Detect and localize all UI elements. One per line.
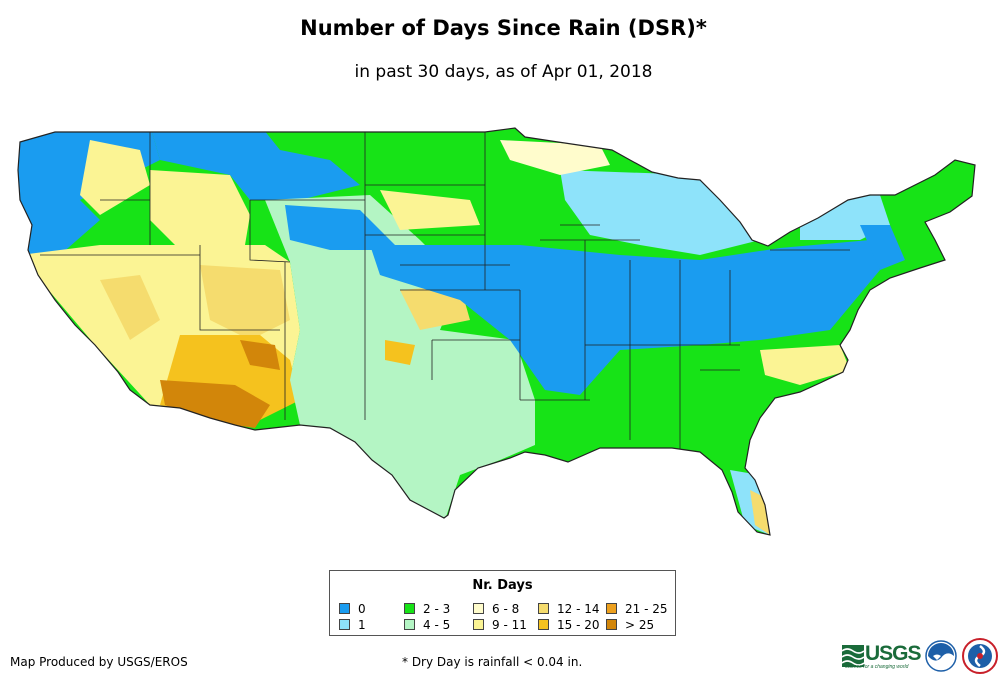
legend-swatch	[404, 603, 415, 614]
legend-title: Nr. Days	[472, 578, 533, 593]
legend-label: > 25	[625, 618, 655, 632]
legend-swatch	[606, 619, 617, 630]
usgs-wave-icon	[842, 645, 864, 667]
legend-item-7: 15 - 20	[538, 619, 600, 633]
noaa-logo-icon	[925, 640, 957, 672]
legend-label: 6 - 8	[492, 602, 520, 616]
credit-text: Map Produced by USGS/EROS	[10, 655, 188, 669]
legend-item-5: 9 - 11	[473, 619, 527, 633]
legend-label: 15 - 20	[557, 618, 600, 632]
legend-label: 12 - 14	[557, 602, 600, 616]
legend-item-1: 1	[339, 619, 366, 633]
legend-item-9: > 25	[606, 619, 654, 633]
legend-label: 9 - 11	[492, 618, 527, 632]
legend-item-6: 12 - 14	[538, 603, 600, 617]
legend-item-2: 2 - 3	[404, 603, 450, 617]
legend-label: 2 - 3	[423, 602, 451, 616]
legend-item-4: 6 - 8	[473, 603, 519, 617]
legend-label: 1	[358, 618, 366, 632]
legend-swatch	[339, 619, 350, 630]
legend-label: 4 - 5	[423, 618, 451, 632]
usgs-tagline: science for a changing world	[845, 664, 909, 670]
legend-label: 0	[358, 602, 366, 616]
legend-swatch	[538, 603, 549, 614]
legend-item-0: 0	[339, 603, 366, 617]
legend-swatch	[606, 603, 617, 614]
legend-item-8: 21 - 25	[606, 603, 668, 617]
nws-logo-icon	[962, 638, 998, 674]
map-subtitle: in past 30 days, as of Apr 01, 2018	[354, 62, 653, 82]
legend-label: 21 - 25	[625, 602, 668, 616]
legend-swatch	[473, 619, 484, 630]
legend-swatch	[339, 603, 350, 614]
legend-swatch	[404, 619, 415, 630]
map-title: Number of Days Since Rain (DSR)*	[300, 16, 707, 40]
legend-swatch	[538, 619, 549, 630]
dsr-map	[17, 127, 976, 536]
footnote-text: * Dry Day is rainfall < 0.04 in.	[402, 655, 583, 669]
legend-item-3: 4 - 5	[404, 619, 450, 633]
legend-swatch	[473, 603, 484, 614]
map-legend: Nr. Days 0 1 2 - 3 4 - 5 6 - 8 9 - 11 12…	[329, 570, 676, 636]
usgs-logo-text: USGS	[865, 642, 922, 665]
